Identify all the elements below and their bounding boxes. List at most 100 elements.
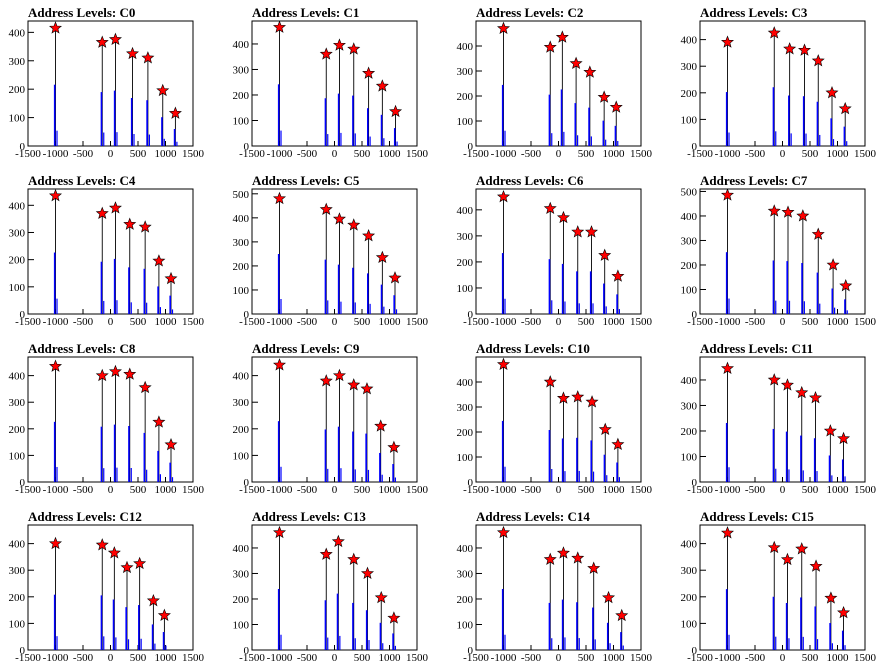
x-tick-label: 500 (578, 316, 595, 328)
peak-marker (823, 424, 837, 437)
peak-marker (152, 254, 166, 267)
y-tick-label: 300 (233, 397, 250, 409)
x-tick-label: -1000 (43, 316, 69, 328)
y-tick-label: 400 (457, 543, 474, 555)
peak-marker (555, 30, 569, 43)
y-tick-label: 0 (468, 141, 474, 153)
peak-marker (126, 46, 139, 60)
chart-title: Address Levels: C6 (476, 173, 584, 188)
x-tick-label: -1500 (463, 652, 489, 664)
x-tick-label: 1500 (854, 148, 877, 160)
x-tick-label: 500 (354, 652, 371, 664)
chart-title: Address Levels: C7 (700, 173, 808, 188)
x-tick-label: -1500 (239, 148, 265, 160)
y-tick-label: 200 (681, 88, 698, 100)
x-tick-label: 1500 (406, 148, 429, 160)
x-tick-label: -500 (521, 148, 542, 160)
y-tick-label: 100 (457, 619, 474, 631)
x-tick-label: 1500 (182, 484, 205, 496)
peak-marker (795, 542, 809, 555)
x-tick-label: 1500 (630, 148, 653, 160)
y-tick-label: 100 (233, 619, 250, 631)
x-tick-label: 500 (578, 148, 595, 160)
y-tick-label: 300 (9, 565, 26, 577)
peak-marker (571, 225, 585, 238)
peak-marker (389, 104, 403, 118)
x-tick-label: 0 (108, 148, 114, 160)
peak-marker (587, 561, 601, 574)
plot-frame (475, 356, 642, 483)
x-tick-label: 0 (780, 652, 786, 664)
y-tick-label: 400 (233, 39, 250, 51)
peak-marker (585, 225, 598, 238)
y-tick-label: 200 (233, 90, 250, 102)
x-tick-label: -1000 (715, 652, 741, 664)
y-tick-label: 100 (681, 451, 698, 463)
x-tick-label: -1500 (687, 148, 713, 160)
x-tick-label: -1000 (43, 652, 69, 664)
peak-marker (108, 364, 122, 378)
x-tick-label: 500 (802, 148, 819, 160)
peak-marker (721, 361, 734, 374)
chart-panel: Address Levels: C8 0 100 200 300 400 -1500 -100… (9, 341, 205, 496)
y-tick-label: 0 (468, 645, 474, 657)
y-tick-label: 400 (233, 213, 250, 225)
y-tick-label: 200 (9, 592, 26, 604)
chart-title: Address Levels: C11 (700, 341, 813, 356)
y-tick-label: 400 (457, 41, 474, 53)
y-tick-label: 200 (233, 424, 250, 436)
x-tick-label: 1000 (603, 316, 626, 328)
y-tick-label: 300 (9, 397, 26, 409)
peak-marker (767, 26, 781, 39)
y-tick-label: 0 (20, 477, 26, 489)
y-tick-label: 400 (681, 539, 698, 551)
x-tick-label: 0 (108, 484, 114, 496)
peak-marker (809, 391, 822, 404)
y-tick-label: 400 (9, 27, 26, 39)
peak-marker (767, 204, 781, 217)
y-tick-label: 300 (681, 565, 698, 577)
x-tick-label: 1500 (406, 652, 429, 664)
peak-marker (157, 608, 171, 621)
peak-marker (796, 209, 810, 222)
x-tick-label: -1000 (491, 148, 517, 160)
chart-title: Address Levels: C2 (476, 5, 583, 20)
peak-marker (611, 269, 625, 282)
peak-marker (133, 556, 147, 570)
peak-marker (49, 21, 62, 34)
x-tick-label: 0 (332, 652, 338, 664)
chart-panel: Address Levels: C2 0 100 200 300 400 -1500 -100… (457, 5, 653, 160)
plot-frame (475, 524, 642, 651)
x-tick-label: -500 (745, 148, 766, 160)
y-tick-label: 300 (457, 231, 474, 243)
x-tick-label: 1500 (630, 316, 653, 328)
y-tick-label: 300 (681, 235, 698, 247)
x-tick-label: -1500 (687, 652, 713, 664)
peak-marker (556, 210, 570, 224)
y-tick-label: 500 (233, 189, 250, 201)
peak-marker (332, 38, 346, 51)
x-tick-label: -1500 (15, 652, 41, 664)
x-tick-label: 500 (802, 484, 819, 496)
plot-frame (27, 20, 194, 147)
x-tick-label: -1000 (267, 652, 293, 664)
peak-marker (319, 547, 333, 560)
peak-marker (95, 368, 109, 382)
peak-marker (347, 552, 361, 565)
chart-title: Address Levels: C9 (252, 341, 360, 356)
peak-marker (795, 385, 809, 399)
chart-panel: Address Levels: C50100200300400500-1500-… (233, 173, 429, 328)
peak-marker (388, 271, 402, 284)
x-tick-label: -500 (73, 652, 94, 664)
y-tick-label: 200 (681, 592, 698, 604)
x-tick-label: -500 (745, 652, 766, 664)
y-tick-label: 300 (233, 237, 250, 249)
x-tick-label: 1000 (379, 484, 402, 496)
y-tick-label: 400 (457, 377, 474, 389)
peak-marker (273, 358, 286, 371)
peak-marker (497, 21, 510, 35)
y-tick-label: 400 (9, 371, 26, 383)
peak-marker (838, 101, 852, 115)
chart-title: Address Levels: C10 (476, 341, 590, 356)
